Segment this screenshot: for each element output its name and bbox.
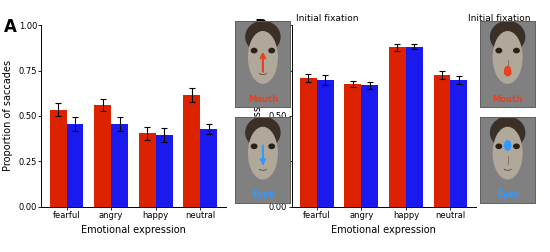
Circle shape: [505, 141, 510, 150]
Ellipse shape: [491, 21, 525, 52]
Ellipse shape: [246, 21, 280, 52]
Ellipse shape: [514, 48, 519, 53]
Bar: [344, 84, 361, 207]
Bar: [450, 80, 468, 207]
Bar: [50, 110, 67, 207]
Text: Mouth: Mouth: [248, 95, 278, 104]
Text: Eyes: Eyes: [497, 191, 519, 199]
Bar: [139, 133, 156, 207]
Ellipse shape: [493, 128, 522, 179]
Bar: [406, 47, 423, 207]
Ellipse shape: [491, 117, 525, 148]
Bar: [156, 135, 173, 207]
Bar: [361, 85, 378, 207]
Ellipse shape: [251, 144, 257, 148]
Ellipse shape: [269, 144, 274, 148]
Text: A: A: [4, 18, 17, 36]
Ellipse shape: [496, 144, 502, 148]
Bar: [433, 75, 450, 207]
Y-axis label: Correct classifications: Correct classifications: [254, 62, 263, 170]
X-axis label: Emotional expression: Emotional expression: [81, 225, 186, 235]
Ellipse shape: [496, 48, 502, 53]
Text: Eyes: Eyes: [252, 191, 274, 199]
Bar: [94, 105, 111, 207]
Ellipse shape: [246, 117, 280, 148]
Bar: [200, 129, 217, 207]
Y-axis label: Proportion of saccades: Proportion of saccades: [3, 60, 13, 171]
Text: Initial fixation: Initial fixation: [468, 14, 531, 23]
X-axis label: Emotional expression: Emotional expression: [331, 225, 436, 235]
Text: Initial fixation: Initial fixation: [296, 14, 359, 23]
Bar: [183, 95, 200, 207]
Ellipse shape: [251, 48, 257, 53]
Bar: [67, 124, 84, 207]
Bar: [317, 80, 334, 207]
Ellipse shape: [493, 32, 522, 83]
Text: Mouth: Mouth: [493, 95, 522, 104]
Bar: [389, 47, 406, 207]
Bar: [111, 124, 128, 207]
Ellipse shape: [514, 144, 519, 148]
Ellipse shape: [269, 48, 274, 53]
Text: B: B: [255, 18, 267, 36]
Circle shape: [505, 67, 510, 76]
Bar: [300, 78, 317, 207]
Ellipse shape: [249, 128, 277, 179]
Ellipse shape: [249, 32, 277, 83]
